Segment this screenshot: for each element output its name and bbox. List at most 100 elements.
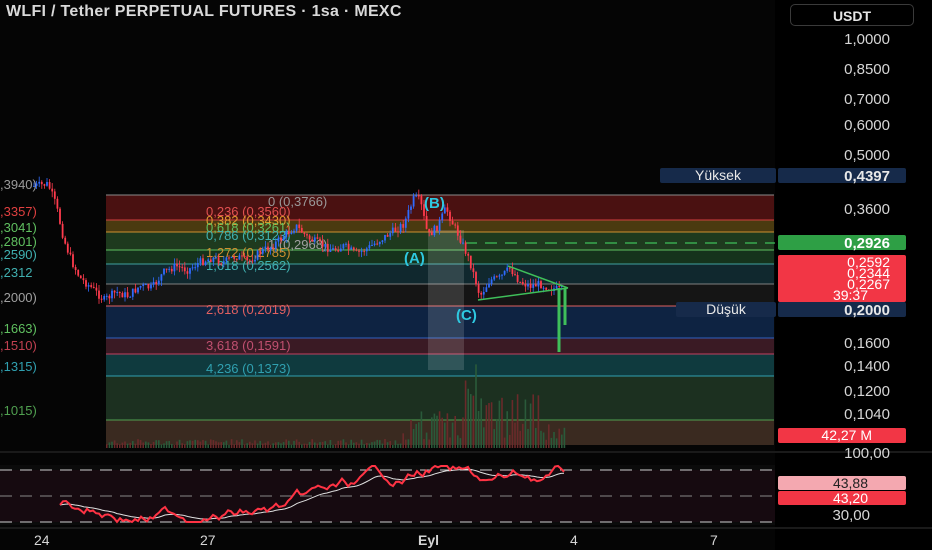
- candle-body: [92, 286, 95, 288]
- volume-bar: [145, 441, 147, 448]
- candle-body: [246, 256, 249, 261]
- candle-body: [352, 247, 355, 250]
- volume-bar: [457, 435, 459, 448]
- candle-body: [493, 276, 496, 280]
- candle-body: [449, 211, 451, 221]
- candlestick-series: [33, 176, 563, 305]
- volume-bar: [360, 439, 363, 448]
- candle-body: [212, 257, 215, 263]
- volume-bar: [431, 417, 433, 448]
- volume-bar: [116, 443, 118, 448]
- volume-bar: [160, 444, 163, 448]
- volume-bar: [415, 423, 417, 448]
- volume-bar: [532, 394, 534, 448]
- candle-body: [527, 284, 529, 287]
- candle-body: [220, 263, 223, 265]
- candle-body: [259, 250, 262, 254]
- left-label: ,2000): [0, 290, 37, 305]
- volume-bar: [418, 422, 420, 448]
- volume-bar: [475, 364, 477, 448]
- volume-bar: [147, 442, 150, 448]
- candle-body: [241, 255, 243, 257]
- price-tick: 0,1600: [844, 335, 890, 352]
- candle-body: [163, 268, 165, 275]
- volume-bar: [371, 442, 373, 448]
- time-axis[interactable]: 24 27 Eyl 4 7: [34, 532, 718, 548]
- low-value-badge: [778, 302, 906, 317]
- volume-bar: [223, 442, 225, 448]
- low-label-badge: [676, 302, 776, 317]
- volume-bar: [540, 430, 542, 448]
- candle-body: [376, 243, 379, 245]
- volume-bar: [106, 444, 108, 448]
- candle-body: [79, 275, 82, 279]
- volume-bar: [275, 442, 277, 448]
- candle-body: [524, 284, 527, 287]
- volume-bar: [516, 394, 519, 448]
- candle-body: [191, 267, 194, 269]
- candle-body: [469, 255, 472, 269]
- candle-body: [131, 288, 134, 297]
- volume-bar: [329, 440, 332, 448]
- candle-body: [277, 237, 280, 242]
- candle-body: [215, 257, 217, 259]
- candle-body: [555, 285, 558, 289]
- price-tick: 1,0000: [844, 31, 890, 48]
- volume-bar: [563, 427, 566, 448]
- candle-body: [381, 240, 384, 242]
- volume-bar: [470, 394, 472, 448]
- volume-bar: [397, 443, 399, 448]
- price-tick: 0,5000: [844, 147, 890, 164]
- candle-body: [402, 224, 405, 228]
- volume-bar: [345, 442, 347, 448]
- candle-body: [282, 237, 285, 241]
- volume-bar: [152, 441, 155, 448]
- volume-bar: [282, 442, 285, 448]
- candle-body: [443, 207, 446, 214]
- volume-bar: [472, 395, 475, 448]
- volume-bar: [303, 443, 306, 448]
- volume-bar: [366, 442, 368, 448]
- volume-bar: [350, 439, 352, 448]
- candle-body: [399, 224, 402, 232]
- candle-body: [43, 184, 46, 186]
- candle-body: [298, 224, 301, 228]
- price-axis[interactable]: 1,0000 0,8500 0,7000 0,6000 0,5000 0,360…: [832, 31, 890, 524]
- volume-bar: [347, 444, 350, 448]
- candle-body: [324, 243, 327, 247]
- volume-bar: [506, 411, 508, 448]
- candle-body: [407, 209, 410, 219]
- volume-bar: [405, 439, 407, 448]
- candle-body: [308, 235, 311, 240]
- currency-selector-button[interactable]: USDT: [790, 4, 914, 26]
- candle-body: [303, 232, 306, 235]
- candle-body: [235, 258, 238, 260]
- candle-body: [147, 284, 150, 289]
- volume-bar: [178, 439, 181, 448]
- volume-bar: [256, 443, 259, 448]
- candle-body: [72, 254, 74, 268]
- volume-bar: [264, 442, 267, 448]
- candle-body: [170, 268, 173, 272]
- candle-body: [150, 284, 152, 289]
- candle-body: [347, 243, 350, 250]
- volume-bar: [306, 443, 308, 448]
- countdown: 39:37: [833, 287, 868, 303]
- candle-body: [264, 246, 267, 249]
- candle-body: [350, 247, 353, 250]
- candle-body: [332, 248, 334, 250]
- high-label-badge: [660, 168, 776, 183]
- candle-body: [373, 243, 376, 246]
- left-label: ,2312: [0, 265, 33, 280]
- volume-bar: [267, 441, 269, 448]
- volume-bar: [186, 441, 189, 448]
- candle-body: [425, 215, 428, 229]
- time-tick: 7: [710, 532, 718, 548]
- volume-bar: [308, 441, 311, 448]
- time-tick: 27: [200, 532, 216, 548]
- candle-body: [207, 259, 210, 262]
- volume-bar: [558, 428, 560, 448]
- candle-body: [454, 224, 457, 226]
- volume-bar: [124, 441, 126, 448]
